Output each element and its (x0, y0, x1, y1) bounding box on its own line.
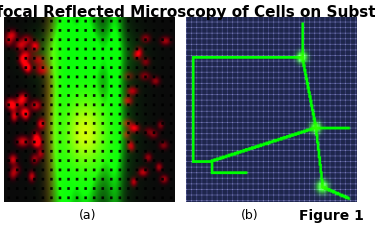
Text: (a): (a) (80, 208, 97, 221)
Text: (b): (b) (241, 208, 258, 221)
Text: Figure 1: Figure 1 (299, 208, 364, 222)
Text: Confocal Reflected Microscopy of Cells on Substrata: Confocal Reflected Microscopy of Cells o… (0, 4, 375, 19)
